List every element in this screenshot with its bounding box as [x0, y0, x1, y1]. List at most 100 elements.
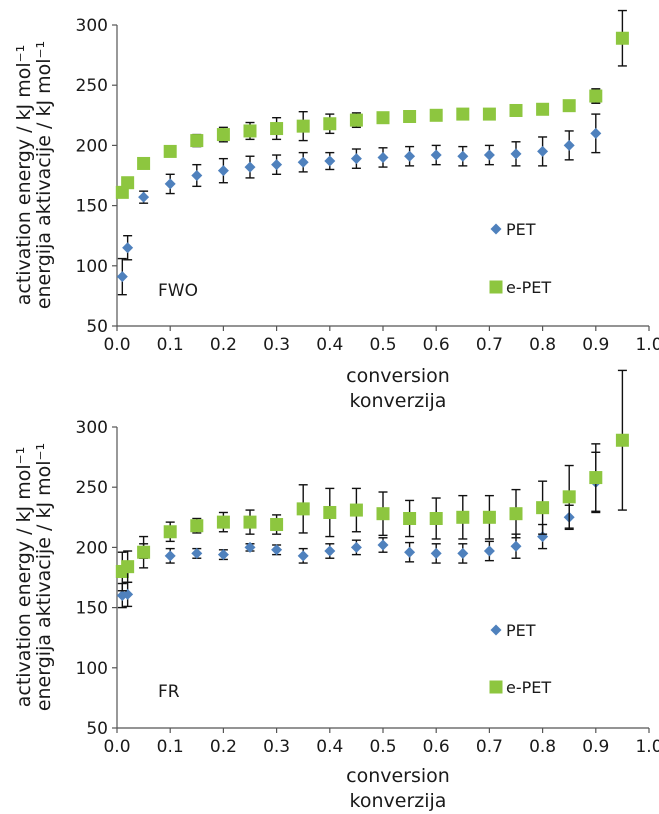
- data-point-diamond: [510, 540, 522, 552]
- data-point-square: [403, 512, 417, 526]
- legend-item-e-pet: e-PET: [489, 678, 551, 697]
- data-point-square: [121, 560, 135, 574]
- data-point-diamond: [510, 148, 522, 160]
- data-point-square: [376, 111, 390, 125]
- data-point-diamond: [457, 547, 469, 559]
- data-point-square: [243, 124, 257, 138]
- y-tick-label: 50: [86, 719, 108, 739]
- data-point-diamond: [404, 546, 416, 558]
- data-point-diamond: [271, 544, 283, 556]
- data-point-diamond: [377, 151, 389, 163]
- x-tick-label: 1.0: [635, 335, 659, 355]
- data-point-square: [456, 107, 470, 121]
- data-point-square: [349, 113, 363, 127]
- x-tick-label: 0.9: [582, 737, 609, 757]
- y-axis-title: activation energy / kJ mol⁻¹: [13, 447, 35, 708]
- data-point-square: [163, 525, 177, 539]
- data-point-diamond: [244, 161, 256, 173]
- panel-label: FR: [158, 682, 180, 702]
- data-point-square: [589, 471, 603, 485]
- data-point-diamond: [138, 191, 150, 203]
- legend-marker-square: [489, 680, 503, 694]
- data-point-square: [536, 102, 550, 116]
- data-point-diamond: [122, 588, 134, 600]
- data-point-square: [270, 122, 284, 136]
- y-axis-title-secondary: energija aktivacije / kJ mol⁻¹: [33, 443, 55, 711]
- y-tick-label: 100: [76, 659, 108, 679]
- data-point-square: [243, 515, 257, 529]
- data-point-diamond: [191, 547, 203, 559]
- data-point-square: [190, 519, 204, 533]
- y-tick-label: 100: [76, 257, 108, 277]
- y-tick-label: 150: [76, 197, 108, 217]
- y-tick-label: 200: [76, 136, 108, 156]
- data-point-diamond: [350, 153, 362, 165]
- x-tick-label: 0.0: [103, 737, 130, 757]
- x-tick-label: 0.5: [369, 737, 396, 757]
- x-tick-label: 0.6: [423, 737, 450, 757]
- y-tick-label: 250: [76, 478, 108, 498]
- legend-label: e-PET: [506, 278, 551, 297]
- data-point-diamond: [563, 139, 575, 151]
- data-point-diamond: [430, 149, 442, 161]
- x-tick-label: 0.6: [423, 335, 450, 355]
- data-point-diamond: [590, 127, 602, 139]
- data-point-square: [190, 134, 204, 148]
- series-e-pet: [115, 369, 629, 592]
- x-tick-label: 0.4: [316, 737, 343, 757]
- data-point-square: [589, 89, 603, 103]
- x-axis-title-secondary: konverzija: [350, 790, 447, 812]
- data-point-diamond: [537, 145, 549, 157]
- y-axis-title-secondary: energija aktivacije / kJ mol⁻¹: [33, 41, 55, 309]
- data-point-square: [163, 144, 177, 158]
- x-tick-label: 0.2: [210, 737, 237, 757]
- x-tick-label: 0.9: [582, 335, 609, 355]
- data-point-square: [137, 156, 151, 170]
- legend-marker-square: [489, 280, 503, 294]
- y-tick-label: 250: [76, 76, 108, 96]
- data-point-square: [509, 507, 523, 521]
- x-tick-label: 1.0: [635, 737, 659, 757]
- data-point-diamond: [430, 547, 442, 559]
- data-point-diamond: [324, 545, 336, 557]
- legend-item-pet: PET: [490, 621, 536, 640]
- data-point-square: [536, 501, 550, 515]
- x-tick-label: 0.8: [529, 335, 556, 355]
- data-point-diamond: [483, 545, 495, 557]
- legend-marker-diamond: [490, 223, 502, 235]
- data-point-diamond: [271, 159, 283, 171]
- data-point-square: [296, 119, 310, 133]
- data-point-square: [562, 99, 576, 113]
- x-tick-label: 0.4: [316, 335, 343, 355]
- data-point-square: [296, 502, 310, 516]
- data-point-square: [429, 512, 443, 526]
- y-tick-label: 150: [76, 599, 108, 619]
- data-point-diamond: [377, 539, 389, 551]
- legend-item-pet: PET: [490, 220, 536, 239]
- data-point-square: [429, 108, 443, 122]
- data-point-square: [323, 117, 337, 131]
- data-point-square: [482, 107, 496, 121]
- data-point-square: [216, 515, 230, 529]
- legend-label: PET: [506, 220, 536, 239]
- data-point-square: [323, 505, 337, 519]
- x-axis-title: conversion: [346, 765, 450, 787]
- data-point-square: [349, 503, 363, 517]
- data-point-diamond: [297, 156, 309, 168]
- y-tick-label: 300: [76, 16, 108, 36]
- y-tick-label: 200: [76, 538, 108, 558]
- legend-label: e-PET: [506, 678, 551, 697]
- x-tick-label: 0.7: [476, 335, 503, 355]
- data-point-diamond: [122, 242, 134, 254]
- x-tick-label: 0.2: [210, 335, 237, 355]
- data-point-square: [509, 103, 523, 117]
- x-tick-label: 0.7: [476, 737, 503, 757]
- data-point-square: [403, 110, 417, 124]
- data-point-diamond: [217, 165, 229, 177]
- data-point-diamond: [164, 550, 176, 562]
- x-tick-label: 0.3: [263, 737, 290, 757]
- x-axis-title: conversion: [346, 365, 450, 387]
- data-point-diamond: [297, 550, 309, 562]
- data-point-diamond: [217, 549, 229, 561]
- data-point-square: [456, 510, 470, 524]
